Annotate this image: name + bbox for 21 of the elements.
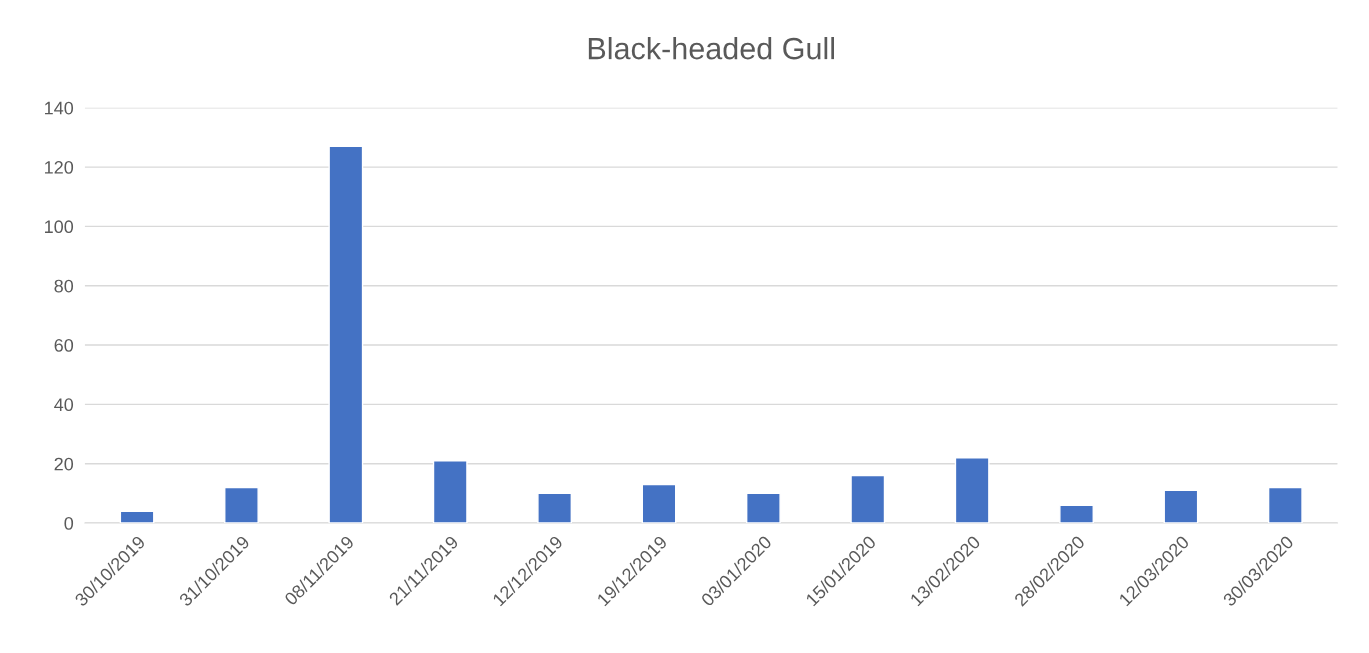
y-tick-label: 40 <box>54 398 74 412</box>
bar <box>641 483 677 524</box>
bar <box>745 492 781 524</box>
bar <box>224 486 259 524</box>
y-tick-label: 60 <box>54 339 74 352</box>
bar <box>1059 504 1094 524</box>
bar <box>1267 486 1303 524</box>
y-tick-label: 80 <box>54 279 74 293</box>
bar <box>328 145 364 524</box>
y-tick-label: 140 <box>45 101 74 115</box>
bar <box>1163 489 1199 524</box>
chart-title: Black-headed Gull <box>588 36 834 60</box>
bar <box>954 457 990 524</box>
y-tick-label: 0 <box>64 516 74 530</box>
bar <box>537 492 573 524</box>
bar <box>432 460 468 524</box>
y-tick-label: 120 <box>45 161 74 174</box>
bar <box>119 510 155 524</box>
y-tick-label: 20 <box>54 457 74 471</box>
y-tick-label: 100 <box>45 220 74 234</box>
bar <box>850 474 886 524</box>
